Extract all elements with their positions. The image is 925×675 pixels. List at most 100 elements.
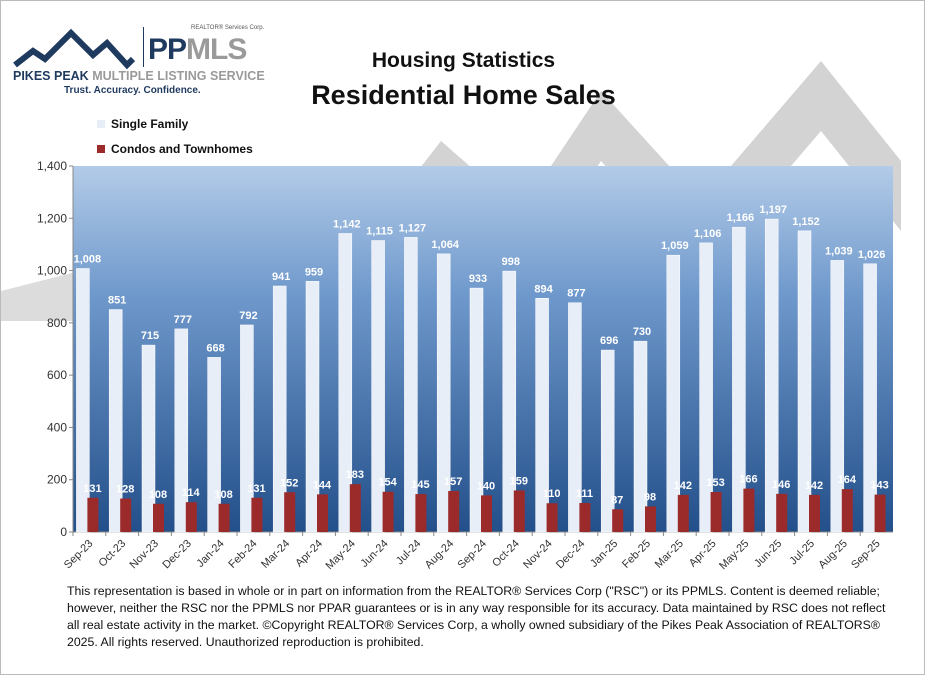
data-label-condos: 143 xyxy=(870,480,888,492)
mountain-logo-icon xyxy=(13,28,136,70)
ppmls-logo: REALTOR® Services Corp. PPMLS PIKES PEAK… xyxy=(11,23,265,103)
data-label-single-family: 959 xyxy=(305,266,323,278)
x-tick-label: Apr-24 xyxy=(293,538,325,570)
data-label-single-family: 1,039 xyxy=(825,245,853,257)
legend-swatch-condos xyxy=(97,145,105,153)
bar-single-family xyxy=(666,254,681,533)
bar-single-family xyxy=(568,302,582,533)
bar-condos xyxy=(874,494,886,532)
bar-single-family xyxy=(338,233,353,533)
bar-condos xyxy=(284,492,296,532)
data-label-condos: 140 xyxy=(477,480,495,492)
bar-single-family xyxy=(830,260,845,533)
data-label-single-family: 1,197 xyxy=(759,204,787,216)
data-label-condos: 108 xyxy=(214,489,232,501)
bar-single-family xyxy=(305,281,320,533)
bar-condos xyxy=(448,490,460,532)
y-tick-label: 1,000 xyxy=(37,264,67,278)
bar-condos xyxy=(710,492,722,532)
x-tick-label: Dec-23 xyxy=(160,538,194,572)
bar-single-family xyxy=(371,240,385,533)
data-label-condos: 159 xyxy=(510,475,528,487)
x-tick-label: Mar-25 xyxy=(653,538,686,571)
x-tick-label: Nov-23 xyxy=(128,538,162,572)
bar-condos xyxy=(153,503,164,532)
bar-single-family xyxy=(436,253,451,533)
logo-tagline: Trust. Accuracy. Confidence. xyxy=(64,85,201,96)
chart-subtitle: Residential Home Sales xyxy=(311,80,616,110)
bar-single-family xyxy=(76,268,90,533)
data-label-single-family: 1,059 xyxy=(661,240,689,252)
x-tick-label: Sep-24 xyxy=(456,538,490,572)
logo-name: PIKES PEAK MULTIPLE LISTING SERVICE xyxy=(13,69,265,83)
x-tick-label: Oct-24 xyxy=(490,538,522,570)
bar-condos xyxy=(120,498,132,532)
logo-realtor-text: REALTOR® Services Corp. xyxy=(191,25,265,31)
data-label-single-family: 1,064 xyxy=(431,239,459,251)
data-label-condos: 87 xyxy=(611,494,623,506)
data-label-condos: 142 xyxy=(674,480,692,492)
bar-chart: 0 200 400 600 800 1,000 1,200 1,400 1,008 131 Sep-… xyxy=(37,159,893,572)
x-tick-label: Apr-25 xyxy=(687,538,719,570)
data-label-single-family: 1,152 xyxy=(792,216,820,228)
bar-single-family xyxy=(469,287,484,533)
y-tick-label: 0 xyxy=(60,525,67,539)
bar-single-family xyxy=(502,270,517,533)
data-label-condos: 142 xyxy=(805,480,823,492)
x-tick-label: May-25 xyxy=(717,538,751,572)
data-label-condos: 131 xyxy=(247,483,265,495)
bar-condos xyxy=(677,494,689,532)
data-label-condos: 144 xyxy=(313,479,332,491)
bar-single-family xyxy=(863,263,877,533)
x-tick-label: Nov-24 xyxy=(521,538,555,572)
x-tick-label: Aug-24 xyxy=(423,538,457,572)
data-label-single-family: 1,127 xyxy=(399,222,427,234)
bar-condos xyxy=(809,494,820,532)
data-label-single-family: 998 xyxy=(502,256,520,268)
data-label-condos: 153 xyxy=(706,477,724,489)
bar-single-family xyxy=(240,324,254,533)
data-label-condos: 108 xyxy=(149,489,167,501)
data-label-single-family: 792 xyxy=(239,310,257,322)
data-label-single-family: 933 xyxy=(469,273,487,285)
x-tick-label: Jun-24 xyxy=(358,538,390,570)
x-tick-label: Jul-24 xyxy=(394,538,424,568)
x-tick-label: Oct-23 xyxy=(96,538,128,570)
data-label-condos: 154 xyxy=(378,477,397,489)
data-label-single-family: 696 xyxy=(600,335,618,347)
bar-single-family xyxy=(141,344,156,533)
y-tick-label: 600 xyxy=(47,368,67,382)
x-tick-label: Aug-25 xyxy=(816,538,850,572)
legend-label: Single Family xyxy=(111,117,189,131)
bar-single-family xyxy=(174,328,189,533)
bar-condos xyxy=(382,491,394,532)
data-label-single-family: 1,026 xyxy=(858,249,886,261)
data-label-single-family: 877 xyxy=(567,288,585,300)
bar-condos xyxy=(218,503,230,532)
data-label-single-family: 1,115 xyxy=(366,226,393,238)
bar-condos xyxy=(481,495,492,532)
bar-single-family xyxy=(207,357,221,533)
data-label-condos: 128 xyxy=(116,484,134,496)
data-label-condos: 131 xyxy=(83,483,101,495)
x-tick-label: Feb-24 xyxy=(226,538,259,571)
data-label-condos: 114 xyxy=(182,487,201,499)
data-label-single-family: 668 xyxy=(206,342,224,354)
bar-single-family xyxy=(600,349,615,533)
bar-condos xyxy=(841,489,853,532)
y-tick-label: 400 xyxy=(47,420,67,434)
bar-single-family xyxy=(764,218,779,533)
data-label-single-family: 730 xyxy=(633,326,651,338)
bar-condos xyxy=(645,506,656,532)
x-tick-label: Jun-25 xyxy=(752,538,784,570)
x-tick-label: Jan-25 xyxy=(588,538,620,570)
data-label-single-family: 1,166 xyxy=(727,212,755,224)
x-tick-label: May-24 xyxy=(323,538,357,572)
y-tick-label: 800 xyxy=(47,316,67,330)
bar-single-family xyxy=(797,230,812,533)
data-label-condos: 98 xyxy=(644,491,656,503)
data-label-single-family: 894 xyxy=(534,283,553,295)
bar-single-family xyxy=(108,309,123,533)
x-tick-label: Sep-23 xyxy=(62,538,96,572)
